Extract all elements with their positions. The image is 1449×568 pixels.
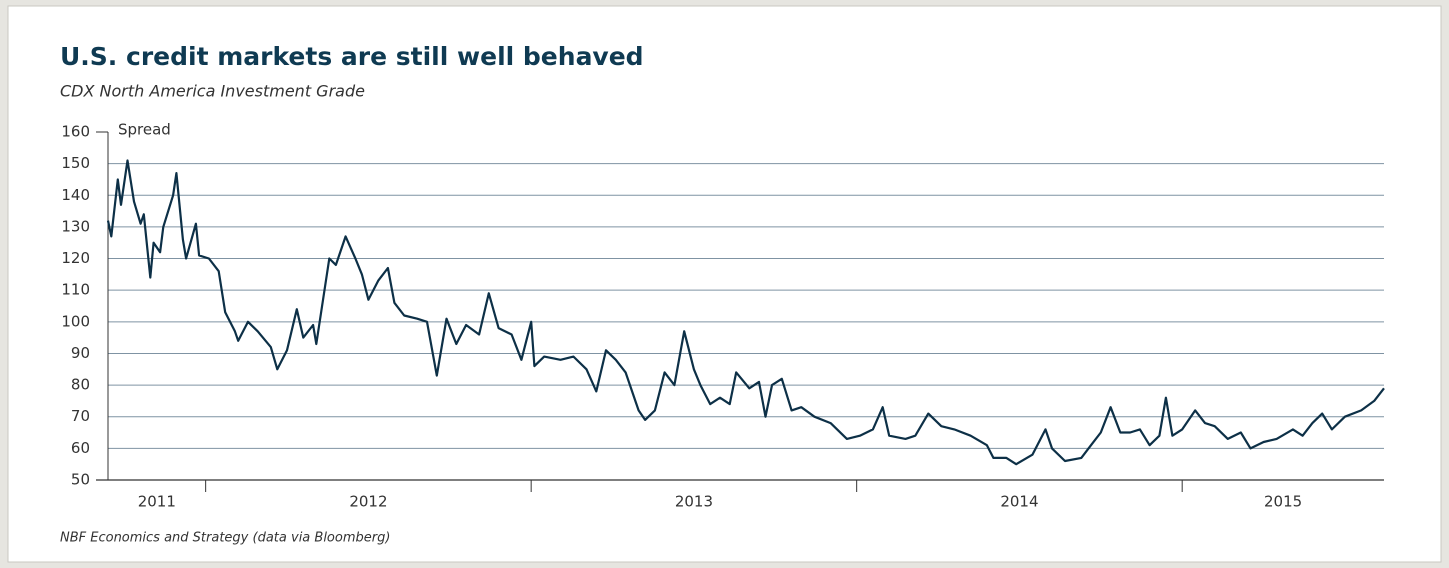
y-tick-label: 80 (71, 376, 90, 394)
y-axis-label: Spread (118, 121, 171, 139)
y-tick-label: 150 (61, 154, 90, 172)
y-tick-label: 130 (61, 217, 90, 235)
y-tick-label: 110 (61, 281, 90, 299)
chart-subtitle: CDX North America Investment Grade (60, 82, 365, 101)
panel (7, 5, 1442, 563)
chart-title: U.S. credit markets are still well behav… (60, 42, 644, 71)
y-tick-label: 70 (71, 407, 90, 425)
data-line (106, 159, 1385, 466)
y-tick-label: 100 (61, 312, 90, 330)
x-tick-label: 2015 (1264, 493, 1302, 511)
y-tick-label: 160 (61, 123, 90, 141)
y-tick-label: 50 (71, 471, 90, 489)
x-tick-label: 2012 (349, 493, 387, 511)
x-tick-label: 2014 (1000, 493, 1038, 511)
source-note: NBF Economics and Strategy (data via Blo… (60, 531, 390, 546)
y-tick-label: 140 (61, 186, 90, 204)
x-tick-label: 2011 (138, 493, 176, 511)
y-tick-label: 60 (71, 439, 90, 457)
y-tick-label: 90 (71, 344, 90, 362)
y-tick-label: 120 (61, 249, 90, 267)
x-tick-label: 2013 (675, 493, 713, 511)
